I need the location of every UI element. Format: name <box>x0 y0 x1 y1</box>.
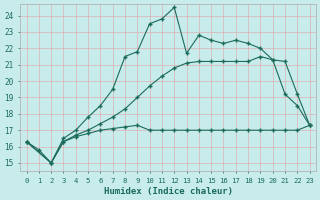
X-axis label: Humidex (Indice chaleur): Humidex (Indice chaleur) <box>104 187 233 196</box>
